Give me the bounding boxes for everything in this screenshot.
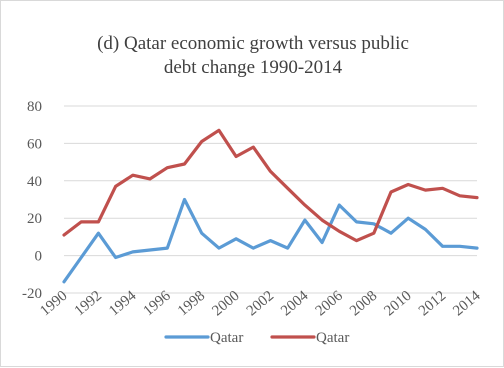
y-tick-label: 20 (27, 211, 42, 227)
series-lines (64, 130, 477, 281)
y-tick-label: 60 (27, 136, 42, 152)
legend: Qatar Qatar (166, 330, 349, 346)
legend-label-2: Qatar (316, 330, 349, 346)
x-tick-label: 2014 (450, 287, 484, 319)
legend-label-1: Qatar (210, 330, 243, 346)
x-tick-label: 1996 (141, 287, 175, 319)
y-tick-label: 80 (27, 99, 42, 115)
y-axis-ticks: -20 0 20 40 60 80 (22, 99, 42, 302)
y-tick-label: -20 (22, 286, 42, 302)
y-tick-label: 0 (35, 249, 43, 265)
chart-title-line-2: debt change 1990-2014 (164, 57, 343, 78)
x-tick-label: 1994 (106, 287, 140, 319)
y-tick-label: 40 (27, 174, 42, 190)
x-tick-label: 2006 (313, 287, 347, 319)
x-tick-label: 2004 (278, 287, 312, 319)
chart-title-line-1: (d) Qatar economic growth versus public (97, 33, 409, 54)
gridlines (64, 106, 477, 293)
